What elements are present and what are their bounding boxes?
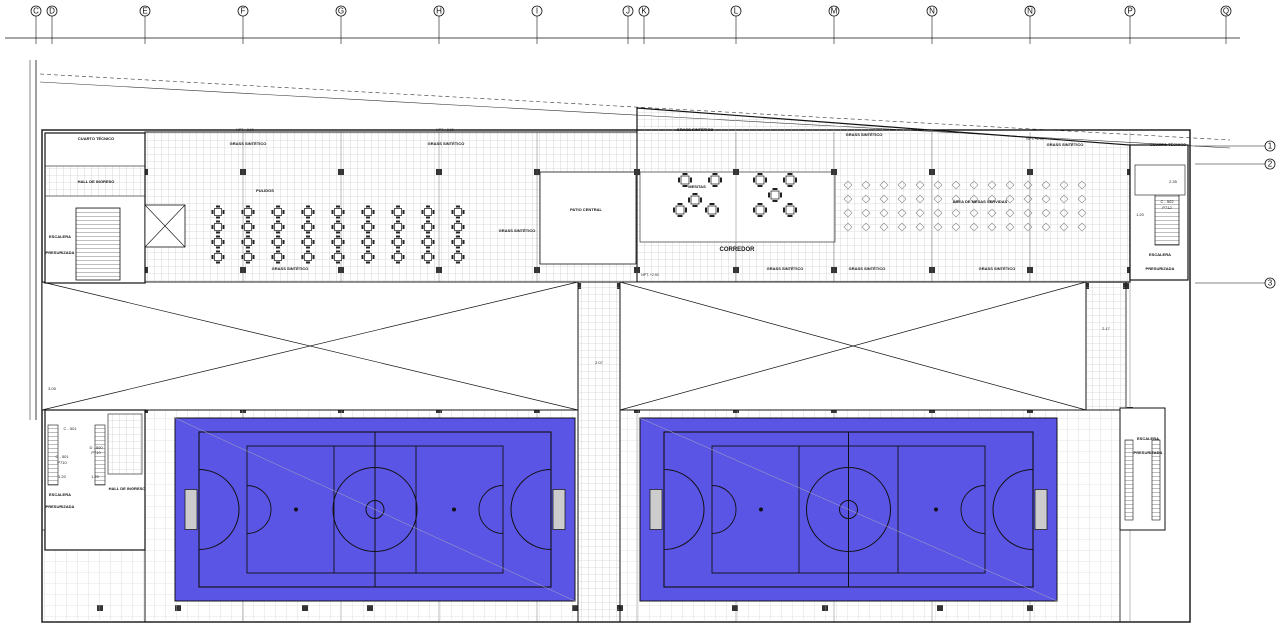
label-grass-7: GRASS SINTÉTICO	[499, 228, 536, 233]
axis-label-K: K	[641, 7, 647, 16]
door-tag-d500: D - 500	[89, 445, 103, 450]
axis-label-C: C	[33, 7, 39, 16]
axis-label-Ñ: Ñ	[1027, 7, 1033, 16]
axis-label-N: N	[929, 7, 935, 16]
property-boundary-line-2	[39, 81, 1231, 149]
patio-central-zone	[539, 171, 637, 265]
label-pulidos: PULIDOS	[256, 188, 274, 193]
door-tag-c502: C - 502	[1160, 199, 1174, 204]
label-corredor: CORREDOR	[719, 247, 755, 253]
side-walkway	[1085, 281, 1127, 411]
axis-label-J: J	[626, 7, 630, 16]
goal	[184, 489, 198, 530]
door-tag-p712: P712	[1162, 205, 1172, 210]
mesitas-zone	[639, 171, 836, 243]
axis-label-3: 3	[1268, 279, 1273, 288]
dimension-235: 2.35	[1169, 179, 1178, 184]
axis-label-E: E	[142, 7, 147, 16]
label-escalera-3: ESCALERA	[1149, 252, 1171, 257]
axis-label-F: F	[241, 7, 246, 16]
door-tag-p710b: P710	[57, 460, 67, 465]
level-npt-3: NPT. +2.90	[641, 273, 658, 277]
table-sets	[211, 173, 1087, 264]
label-grass-3: GRASS SINTÉTICO	[677, 127, 714, 132]
axis-label-Q: Q	[1223, 7, 1229, 16]
label-cuarto-tecnico-2: CUARTO TÉCNICO	[1150, 142, 1186, 147]
goal	[1034, 489, 1048, 530]
label-presurizada-1: PRESURIZADA	[46, 250, 75, 255]
axis-bubble-3	[1264, 277, 1276, 289]
label-escalera-2: ESCALERA	[49, 492, 71, 497]
axis-label-I: I	[536, 7, 538, 16]
axis-label-1: 1	[1268, 142, 1273, 151]
label-mesitas: MESITAS	[688, 184, 706, 189]
dimension-305: 3.05	[48, 386, 57, 391]
label-patio-central: PATIO CENTRAL	[570, 207, 602, 212]
axis-bubble-2	[1264, 158, 1276, 170]
door-tag-p710a: P710	[91, 450, 101, 455]
dimension-217: 2.17	[1102, 326, 1111, 331]
label-grass-9: GRASS SINTÉTICO	[849, 266, 886, 271]
soccer-court-left	[174, 417, 576, 602]
label-grass-5: GRASS SINTÉTICO	[1047, 142, 1084, 147]
label-hall-ingreso-1: HALL DE INGRESO	[78, 179, 115, 184]
label-presurizada-2: PRESURIZADA	[46, 504, 75, 509]
axis-label-2: 2	[1268, 160, 1273, 169]
central-walkway	[577, 281, 621, 623]
goal	[552, 489, 566, 530]
dimension-120b: 1.20	[91, 474, 100, 479]
level-npt-2: NPT. +2.90	[436, 128, 453, 132]
level-npt-4: NPT. +2.90	[1026, 137, 1043, 141]
structural-axes-right: 1 2 3	[1195, 140, 1276, 289]
label-grass-6: GRASS SINTÉTICO	[272, 266, 309, 271]
label-area-mesas: ÁREA DE MESAS SERVIDAS	[953, 199, 1008, 204]
axis-label-M: M	[831, 7, 838, 16]
axis-label-H: H	[436, 7, 442, 16]
soccer-court-right	[639, 417, 1058, 602]
level-npt-1: NPT. +2.90	[236, 128, 253, 132]
door-tag-c501b: C - 501	[55, 454, 69, 459]
label-grass-2: GRASS SINTÉTICO	[428, 141, 465, 146]
axis-label-D: D	[49, 7, 55, 16]
property-boundary-line	[39, 73, 1231, 141]
axis-label-G: G	[338, 7, 344, 16]
label-grass-4: GRASS SINTÉTICO	[846, 132, 883, 137]
dimension-120c: 1.20	[58, 474, 67, 479]
label-escalera-4: ESCALERA	[1137, 436, 1159, 441]
label-hall-ingreso-2: HALL DE INGRESO	[109, 486, 146, 491]
stair-upper-left	[75, 207, 121, 281]
dimension-120a: 1.20	[1136, 212, 1145, 217]
dimension-207: 2.07	[595, 360, 604, 365]
label-grass-10: GRASS SINTÉTICO	[979, 266, 1016, 271]
label-grass-8: GRASS SINTÉTICO	[767, 266, 804, 271]
goal	[649, 489, 663, 530]
axis-bubble-1	[1264, 140, 1276, 152]
label-cuarto-tecnico-1: CUARTO TÉCNICO	[78, 136, 114, 141]
label-escalera-1: ESCALERA	[49, 234, 71, 239]
axis-label-P: P	[1127, 7, 1132, 16]
door-tag-c501a: C - 501	[63, 426, 77, 431]
axis-label-L: L	[734, 7, 739, 16]
label-presurizada-3: PRESURIZADA	[1146, 266, 1175, 271]
label-presurizada-4: PRESURIZADA	[1134, 450, 1163, 455]
label-grass-1: GRASS SINTÉTICO	[230, 141, 267, 146]
